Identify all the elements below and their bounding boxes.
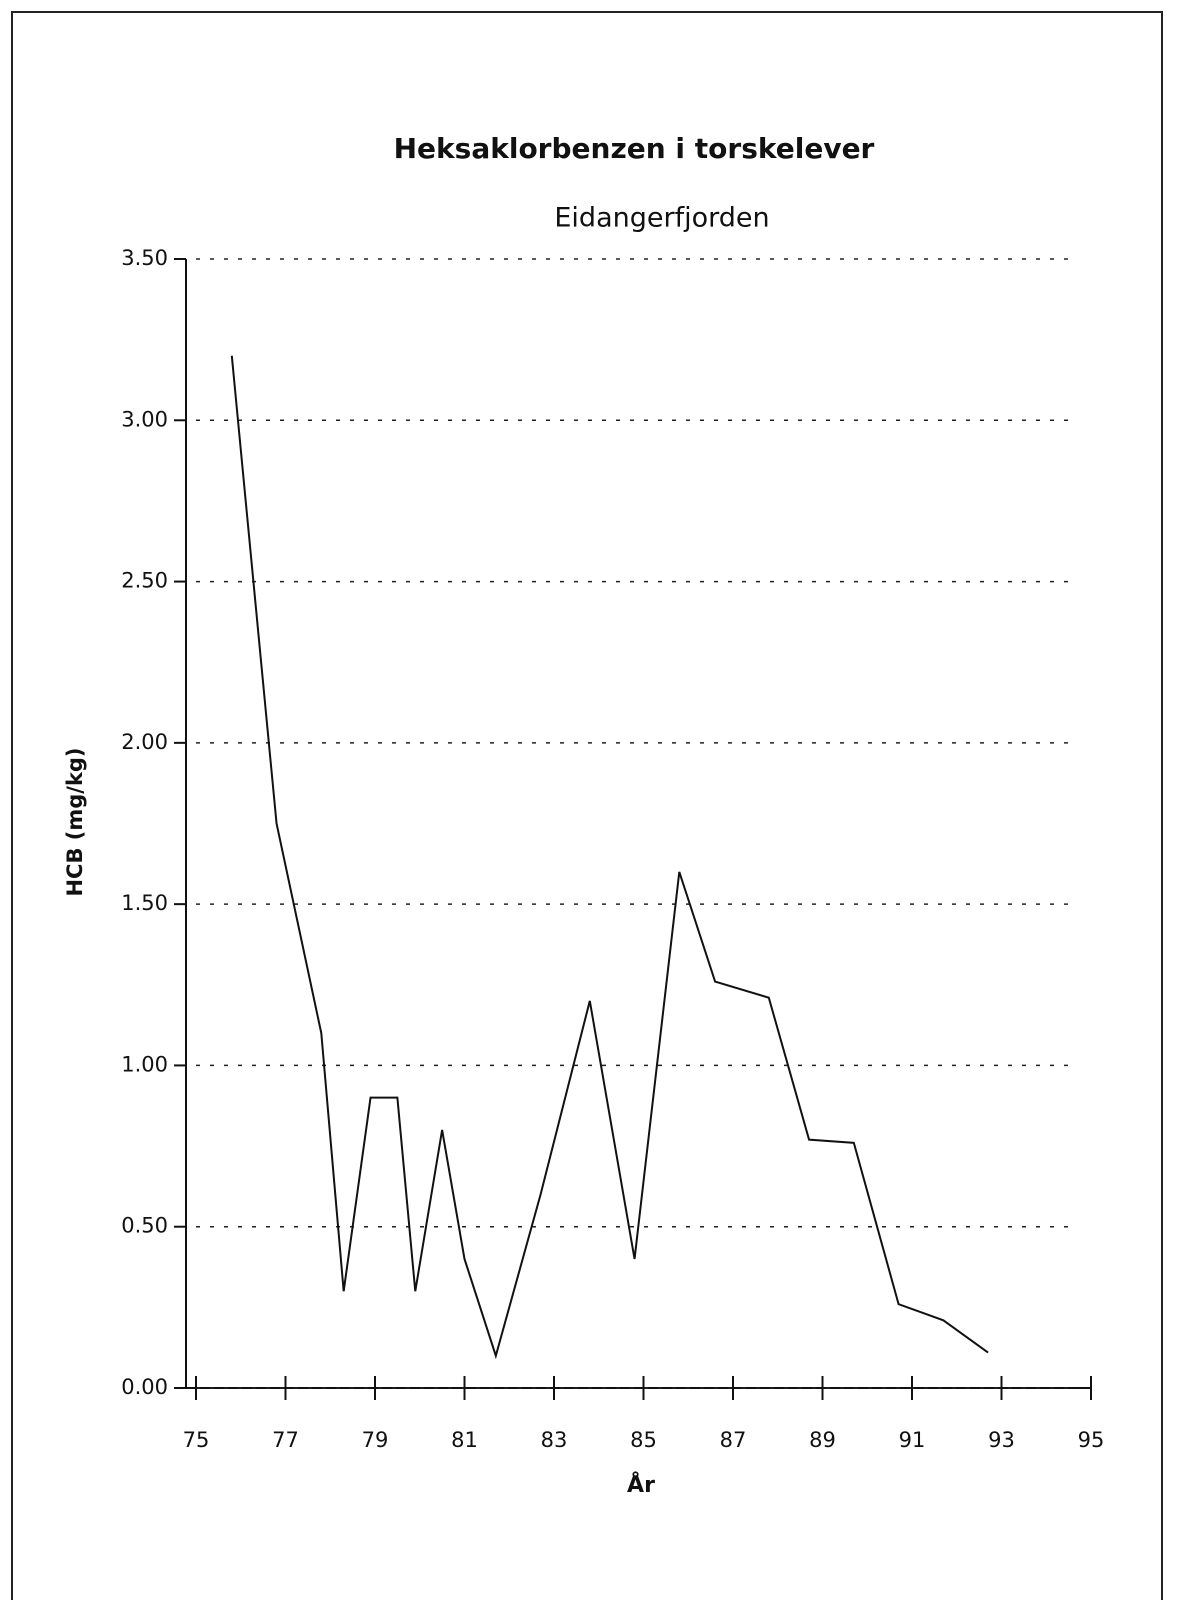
x-tick-label: 89 [809, 1428, 836, 1452]
x-tick-label: 79 [362, 1428, 389, 1452]
y-tick-label: 3.00 [121, 407, 168, 431]
y-axis-label: HCB (mg/kg) [63, 747, 87, 896]
chart-subtitle: Eidangerfjorden [554, 203, 769, 234]
x-tick-label: 75 [183, 1428, 210, 1452]
chart-title: Heksaklorbenzen i torskelever [394, 132, 875, 165]
frame [11, 11, 1163, 1604]
x-tick-label: 93 [988, 1428, 1015, 1452]
y-tick-label: 2.00 [121, 730, 168, 754]
x-tick-label: 85 [630, 1428, 657, 1452]
x-axis-label: År [627, 1472, 655, 1498]
y-tick-label: 1.00 [121, 1052, 168, 1076]
x-tick-label: 83 [541, 1428, 568, 1452]
x-tick-label: 81 [451, 1428, 478, 1452]
x-tick-label: 91 [899, 1428, 926, 1452]
y-tick-label: 0.00 [121, 1375, 168, 1399]
y-tick-label: 2.50 [121, 569, 168, 593]
y-tick-label: 3.50 [121, 246, 168, 270]
x-tick-label: 87 [720, 1428, 747, 1452]
y-tick-label: 1.50 [121, 891, 168, 915]
x-tick-label: 77 [272, 1428, 299, 1452]
data-line [230, 355, 989, 1360]
y-tick-label: 0.50 [121, 1214, 168, 1238]
x-tick-label: 95 [1078, 1428, 1105, 1452]
